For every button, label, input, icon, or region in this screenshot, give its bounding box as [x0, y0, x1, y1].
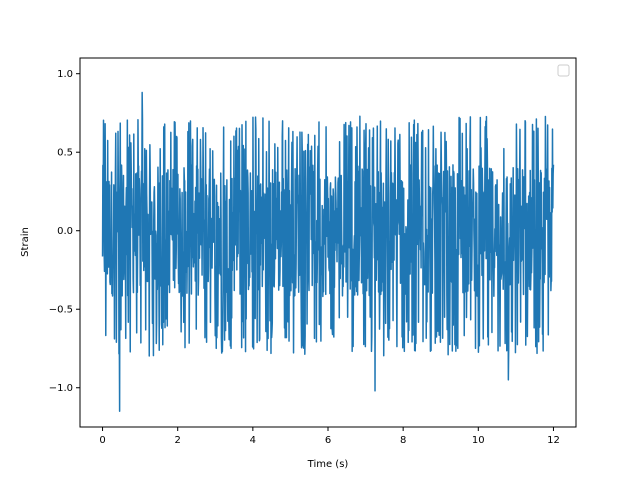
x-tick-label: 6: [325, 435, 331, 446]
series-layer: [101, 91, 555, 413]
legend-box: [557, 64, 570, 77]
y-tick-label: −0.5: [49, 305, 73, 316]
y-tick-label: 0.0: [57, 226, 73, 237]
y-tick-label: 0.5: [57, 148, 73, 159]
ticks-layer: 0 2 4 6 8 10 12 −1.0 −0.5 0.0 0.5 1.0: [49, 69, 560, 446]
x-tick-label: 8: [400, 435, 406, 446]
x-tick-label: 4: [250, 435, 256, 446]
x-tick-label: 0: [99, 435, 105, 446]
y-axis-label: Strain: [20, 227, 31, 257]
y-tick-label: 1.0: [57, 69, 73, 80]
y-tick-label: −1.0: [49, 383, 73, 394]
x-tick-label: 10: [472, 435, 485, 446]
strain-series-line: [101, 91, 555, 413]
x-tick-label: 12: [547, 435, 560, 446]
x-axis-label: Time (s): [307, 459, 349, 470]
x-tick-label: 2: [175, 435, 181, 446]
